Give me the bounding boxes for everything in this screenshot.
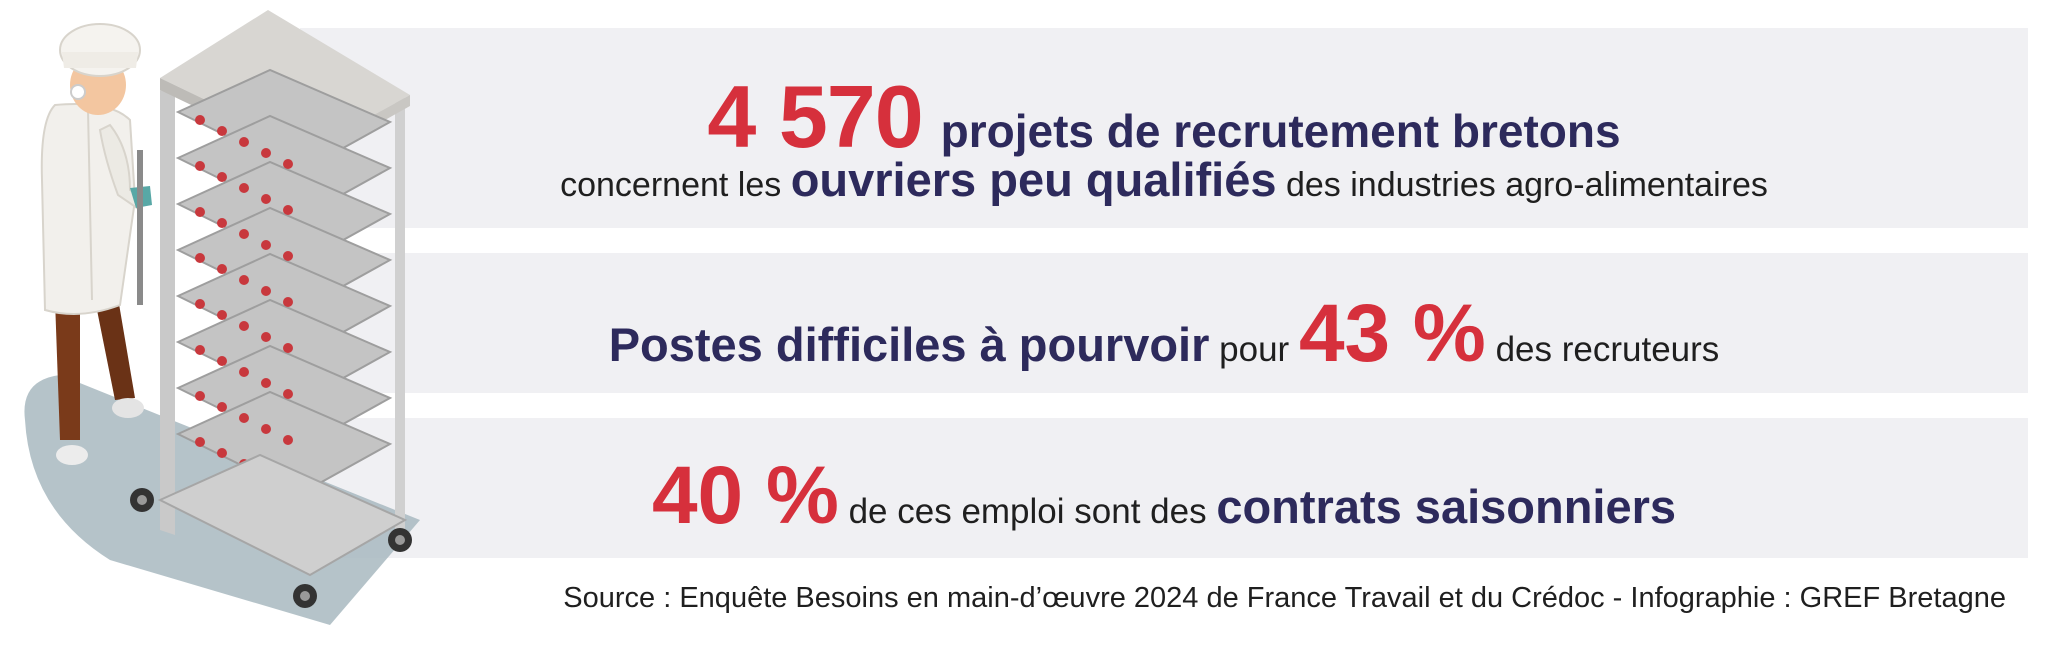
- stat-band-1: [300, 28, 2028, 228]
- rolling-rack: [130, 10, 412, 608]
- stat1-headline-text: projets de recrutement bretons: [940, 105, 1621, 157]
- stat1-sub-post: des industries agro-alimentaires: [1285, 166, 1768, 204]
- stat2-post: des recruteurs: [1495, 330, 1720, 369]
- stat1-headline: 4 570 projets de recrutement bretons: [300, 66, 2028, 168]
- stat3-number: 40 %: [651, 450, 839, 541]
- stat-band-3: [300, 418, 2028, 558]
- worker-rack-illustration: [24, 10, 420, 625]
- stat2-bold: Postes difficiles à pourvoir: [608, 318, 1210, 371]
- stat2-line: Postes difficiles à pourvoir pour 43 % d…: [300, 287, 2028, 381]
- stat-band-2: [300, 253, 2028, 393]
- stat3-line: 40 % de ces emploi sont des contrats sai…: [300, 449, 2028, 543]
- stat1-sub-pre: concernent les: [560, 166, 782, 204]
- stat3-mid: de ces emploi sont des: [848, 492, 1207, 531]
- stat1-number: 4 570: [707, 67, 923, 166]
- stat2-mid: pour: [1219, 330, 1290, 369]
- stat3-bold: contrats saisonniers: [1216, 480, 1677, 533]
- stat1-subline: concernent les ouvriers peu qualifiés de…: [300, 152, 2028, 207]
- worker-figure: [40, 23, 152, 465]
- stat1-sub-bold: ouvriers peu qualifiés: [790, 153, 1277, 206]
- stat2-number: 43 %: [1298, 288, 1486, 379]
- source-caption: Source : Enquête Besoins en main-d’œuvre…: [563, 582, 2006, 614]
